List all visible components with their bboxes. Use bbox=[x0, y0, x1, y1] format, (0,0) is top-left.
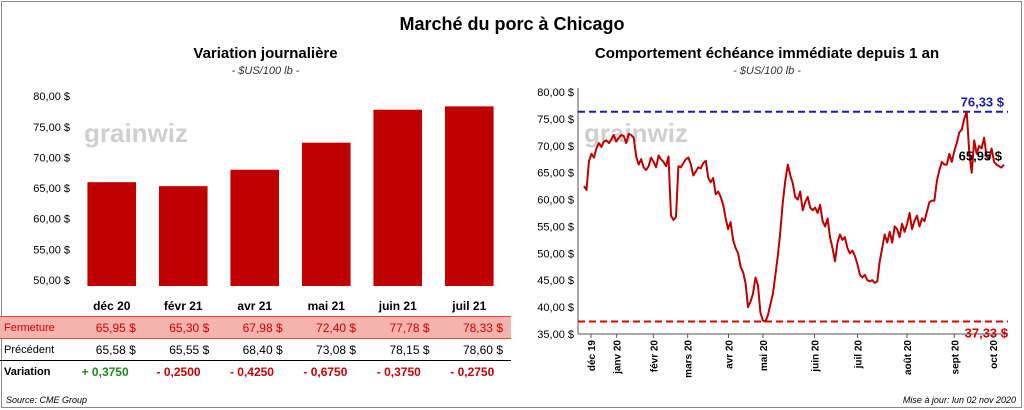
cell: 65,55 $ bbox=[143, 338, 218, 361]
line-chart: grainwiz 35,00 $ 40,00 $ 45,00 $ 50,00 $ 55,0… bbox=[537, 87, 1009, 378]
bar bbox=[87, 182, 137, 286]
x-tick-label: avr 20 bbox=[725, 340, 736, 369]
left-chart-title: Variation journalière bbox=[193, 45, 338, 62]
x-tick-label: août 20 bbox=[903, 340, 914, 375]
cell: 65,30 $ bbox=[143, 316, 218, 339]
y-tick-label: 40,00 $ bbox=[537, 302, 574, 314]
cell: 65,58 $ bbox=[70, 338, 144, 361]
cell: - 0,4250 bbox=[229, 364, 274, 379]
x-tick-label: juil 20 bbox=[854, 340, 865, 370]
right-chart-title: Comportement échéance immédiate depuis 1… bbox=[594, 45, 940, 62]
y-tick-label: 60,00 $ bbox=[33, 214, 70, 226]
x-tick-label: sept 20 bbox=[950, 340, 961, 375]
left-chart-unit: - $US/100 lb - bbox=[231, 65, 300, 77]
x-tick-label: juil 21 bbox=[451, 299, 486, 313]
x-tick-label: févr 21 bbox=[164, 299, 203, 313]
y-tick-label: 80,00 $ bbox=[537, 87, 574, 99]
cell: - 0,2750 bbox=[450, 364, 495, 379]
y-tick-label: 75,00 $ bbox=[33, 122, 70, 134]
cell: - 0,3750 bbox=[376, 364, 421, 379]
min-label: 37,33 $ bbox=[965, 325, 1009, 340]
y-tick-label: 70,00 $ bbox=[537, 141, 574, 153]
cell: 72,40 $ bbox=[290, 316, 365, 339]
cell: 73,08 $ bbox=[290, 338, 365, 361]
y-tick-label: 45,00 $ bbox=[537, 275, 574, 287]
row-label: Variation bbox=[4, 365, 51, 378]
y-tick-label: 65,00 $ bbox=[33, 183, 70, 195]
y-tick-label: 55,00 $ bbox=[537, 221, 574, 233]
row-label: Fermeture bbox=[0, 316, 71, 339]
table-row-fermeture: Fermeture 65,95 $ 65,30 $ 67,98 $ 72,40 … bbox=[0, 316, 511, 339]
cell: 78,15 $ bbox=[364, 338, 438, 361]
cell: 78,33 $ bbox=[437, 316, 511, 339]
x-tick-label: janv 20 bbox=[613, 340, 624, 375]
cell: + 0,3750 bbox=[81, 364, 129, 379]
watermark: grainwiz bbox=[584, 118, 688, 148]
bar-chart: grainwiz 50,00 $ 55,00 $ 60,00 $ 65,00 $ 70,0… bbox=[33, 91, 494, 313]
x-tick-label: déc 20 bbox=[93, 299, 131, 313]
x-tick-label: févr 20 bbox=[649, 340, 660, 373]
right-chart-unit: - $US/100 lb - bbox=[733, 65, 801, 77]
y-tick-label: 75,00 $ bbox=[537, 114, 574, 126]
page-title: Marché du porc à Chicago bbox=[399, 14, 625, 34]
price-table: Fermeture 65,95 $ 65,30 $ 67,98 $ 72,40 … bbox=[0, 316, 511, 383]
table-row-variation: Variation + 0,3750 - 0,2500 - 0,4250 - 0… bbox=[0, 361, 511, 383]
source-note: Source: CME Group bbox=[6, 395, 88, 405]
table-row-precedent: Précédent 65,58 $ 65,55 $ 68,40 $ 73,08 … bbox=[0, 338, 511, 361]
x-tick-label: mai 20 bbox=[759, 340, 770, 372]
x-tick-label: juin 21 bbox=[378, 299, 417, 313]
x-tick-label: avr 21 bbox=[237, 299, 272, 313]
bar bbox=[158, 186, 208, 286]
y-tick-label: 60,00 $ bbox=[537, 195, 574, 207]
last-value-label: 65,95 $ bbox=[959, 149, 1003, 164]
cell: - 0,6750 bbox=[303, 364, 348, 379]
y-tick-label: 50,00 $ bbox=[537, 248, 574, 260]
y-tick-label: 65,00 $ bbox=[537, 168, 574, 180]
bar bbox=[373, 109, 423, 286]
x-tick-label: juin 20 bbox=[811, 340, 822, 373]
price-series-line bbox=[583, 110, 1005, 323]
x-tick-label: mai 21 bbox=[308, 299, 346, 313]
cell: - 0,2500 bbox=[156, 364, 201, 379]
max-label: 76,33 $ bbox=[961, 95, 1005, 110]
x-tick-label: déc 19 bbox=[587, 340, 598, 372]
update-note: Mise à jour: lun 02 nov 2020 bbox=[902, 395, 1016, 405]
x-tick-label: oct 20 bbox=[989, 340, 1000, 369]
cell: 78,60 $ bbox=[437, 338, 511, 361]
y-tick-label: 35,00 $ bbox=[537, 329, 574, 341]
cell: 65,95 $ bbox=[70, 316, 144, 339]
y-tick-label: 55,00 $ bbox=[33, 244, 70, 256]
bar bbox=[230, 169, 280, 286]
watermark: grainwiz bbox=[84, 118, 188, 148]
cell: 67,98 $ bbox=[217, 316, 291, 339]
bar bbox=[444, 106, 494, 286]
y-tick-label: 80,00 $ bbox=[33, 91, 70, 103]
x-tick-label: mars 20 bbox=[684, 340, 695, 378]
cell: 68,40 $ bbox=[217, 338, 291, 361]
row-label: Précédent bbox=[0, 338, 71, 361]
y-tick-label: 50,00 $ bbox=[33, 275, 70, 287]
y-tick-label: 70,00 $ bbox=[33, 152, 70, 164]
cell: 77,78 $ bbox=[364, 316, 438, 339]
bar bbox=[301, 142, 351, 286]
